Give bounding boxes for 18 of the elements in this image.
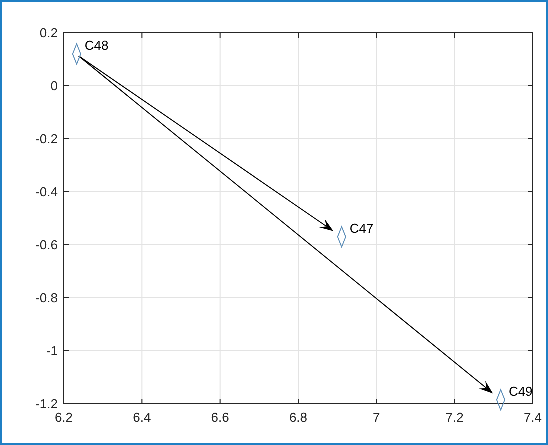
y-tick-label: -1.2 bbox=[36, 396, 58, 412]
x-tick-label: 7.4 bbox=[524, 410, 542, 425]
y-tick-label: 0.2 bbox=[40, 26, 58, 41]
x-tick-label: 6.4 bbox=[133, 410, 152, 425]
y-tick-label: -0.4 bbox=[36, 184, 58, 200]
x-tick-label: 7.2 bbox=[446, 410, 464, 425]
y-tick-label: -0.8 bbox=[36, 290, 58, 306]
y-tick-label: -1 bbox=[46, 344, 58, 359]
x-tick-label: 6.6 bbox=[211, 410, 230, 425]
annotation: C49 bbox=[508, 384, 533, 400]
x-tick-label: 7 bbox=[373, 410, 380, 425]
annotation: C48 bbox=[84, 38, 109, 54]
x-tick-label: 6.2 bbox=[54, 410, 74, 425]
x-tick-label: 6.8 bbox=[289, 410, 308, 425]
annotation: C47 bbox=[350, 221, 374, 236]
y-tick-label: -0.2 bbox=[36, 132, 58, 147]
y-tick-label: -0.6 bbox=[36, 238, 58, 253]
y-tick-label: 0 bbox=[50, 78, 58, 94]
